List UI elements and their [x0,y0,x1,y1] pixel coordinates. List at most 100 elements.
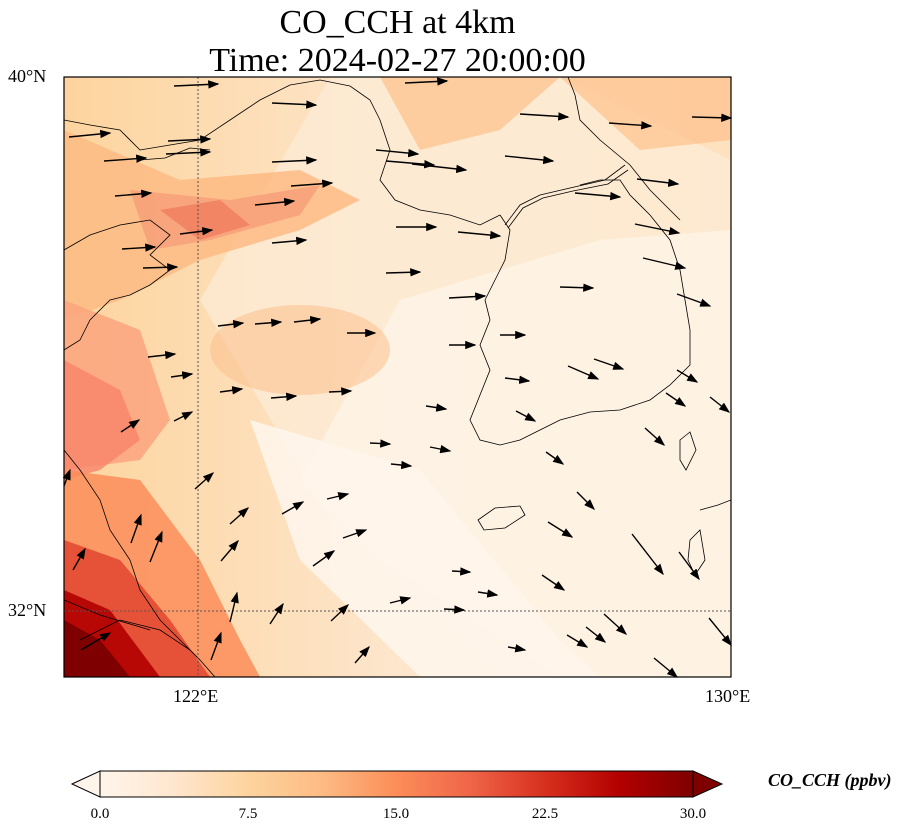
wind-arrow [519,112,570,121]
wind-arrow [293,315,322,325]
wind-arrow [271,100,318,109]
wind-arrow [644,427,666,446]
wind-arrow [229,591,239,623]
colorbar [70,770,724,798]
wind-arrow [566,634,589,648]
wind-arrow [678,551,700,581]
wind-arrow [603,613,628,635]
wind-arrow [103,154,148,163]
wind-arrow [457,230,502,240]
wind-arrow [167,135,212,144]
wind-arrow [443,605,466,614]
wind-arrow [504,375,531,384]
wind-arrow [653,657,679,678]
wind-arrow [665,392,687,407]
wind-arrow [326,492,350,501]
wind-arrow [281,501,305,515]
wind-arrow [574,191,622,201]
wind-arrow [504,155,555,165]
colorbar-tick-4: 30.0 [679,806,707,822]
wind-arrow [429,444,452,454]
colorbar-tick-1: 7.5 [238,806,258,822]
wind-arrow [217,319,245,329]
wind-arrow [576,491,595,510]
wind-arrow [179,227,214,236]
wind-arrow [121,243,157,252]
wind-arrow [385,160,436,169]
wind-arrow [220,539,239,562]
wind-arrow [149,530,163,563]
map-frame [63,76,732,678]
gridlines [64,77,731,677]
wind-arrow [636,178,680,187]
wind-arrow [477,589,499,598]
wind-arrow [547,521,574,538]
wind-arrow [691,113,733,122]
concentration-field [64,77,731,677]
wind-arrow [676,293,712,307]
wind-vectors [62,77,733,678]
wind-arrow [608,121,653,130]
wind-arrow [448,292,487,301]
wind-arrow [593,358,625,370]
wind-arrow [254,197,296,207]
lon-label-130: 130°E [705,686,751,706]
wind-arrow [404,77,449,86]
wind-arrow [72,547,86,571]
colorbar-tick-0: 0.0 [90,806,110,822]
wind-arrow [559,283,595,292]
wind-arrow [515,410,537,422]
wind-arrow [567,365,600,380]
wind-arrow [290,179,334,188]
wind-arrow [507,644,527,653]
wind-arrow [254,318,283,327]
lat-label-32: 32°N [8,600,47,620]
wind-arrow [271,156,318,165]
wind-arrow [173,80,220,89]
wind-arrow [170,371,194,380]
wind-arrow [210,631,222,661]
wind-arrow [375,148,420,158]
wind-arrow [80,632,112,651]
wind-arrow [330,604,350,622]
wind-arrow [545,451,565,465]
wind-arrow [312,550,336,567]
wind-arrow [389,596,412,605]
wind-arrow [142,263,179,272]
wind-arrow [709,396,731,413]
wind-arrow [425,403,448,412]
wind-arrow [62,468,71,487]
wind-arrow [114,189,153,198]
wind-arrow [173,411,194,422]
wind-arrow [631,533,664,576]
wind-arrow [229,507,250,525]
map-title: CO_CCH at 4km [279,4,516,41]
colorbar-label: CO_CCH (ppbv) [768,770,892,790]
wind-arrow [328,387,353,396]
wind-arrow [634,223,681,236]
wind-arrow [194,472,215,490]
wind-arrow [147,350,177,360]
lon-label-122: 122°E [173,686,219,706]
wind-arrow [385,268,422,277]
map-subtitle: Time: 2024-02-27 20:00:00 [209,42,586,79]
wind-arrow [708,617,732,647]
wind-arrow [354,645,370,664]
wind-arrow [369,439,392,448]
wind-arrow [271,236,308,246]
lat-label-40: 40°N [8,66,47,86]
wind-arrow [541,574,566,591]
wind-arrow [269,602,284,625]
wind-arrow [219,386,244,395]
wind-arrow [130,513,142,544]
wind-arrow [676,369,699,383]
wind-arrow [120,419,141,433]
wind-arrow [642,257,687,270]
wind-arrow [342,529,368,539]
wind-arrow [165,148,212,157]
colorbar-tick-2: 15.0 [382,806,410,822]
wind-arrow [585,626,607,643]
wind-arrow [390,460,413,470]
wind-arrow [68,129,112,139]
